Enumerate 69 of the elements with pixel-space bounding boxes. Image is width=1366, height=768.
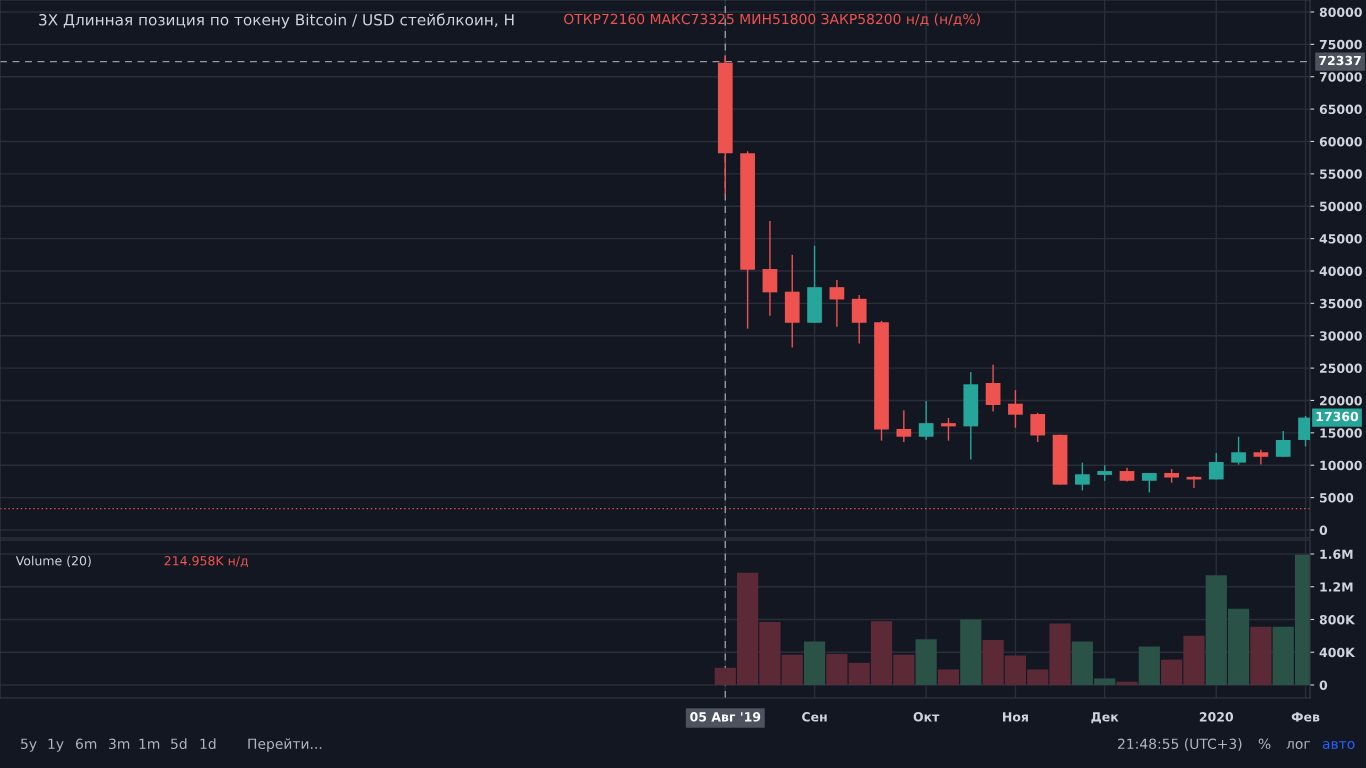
candlestick — [896, 409, 912, 443]
y-tick-label: 10000 — [1320, 460, 1362, 471]
bar — [1250, 626, 1272, 685]
candlestick — [1253, 448, 1269, 466]
y-tick-label: 400K — [1319, 647, 1356, 658]
text: 5y — [21, 738, 37, 752]
x-tick-label: 05 Авг '19 — [690, 712, 761, 722]
text: 3X Длинная позиция по токену Bitcoin / USD стейблкоин, H — [39, 13, 514, 29]
candlestick — [1208, 452, 1224, 481]
candlestick — [1075, 461, 1090, 492]
candlestick — [918, 400, 934, 441]
text: лог — [1286, 741, 1310, 750]
ref-line-label: 72337 — [1319, 55, 1361, 66]
text: 3m — [109, 738, 130, 750]
candlestick — [851, 294, 867, 345]
y-tick-label: 40000 — [1319, 266, 1362, 276]
y-tick-label: 45000 — [1319, 234, 1362, 244]
y-tick-label: 75000 — [1319, 39, 1362, 50]
y-tick-label: 60000 — [1319, 136, 1362, 147]
y-tick-label: 15000 — [1320, 428, 1362, 438]
text: 1m — [139, 738, 160, 749]
y-tick-label: 25000 — [1320, 363, 1362, 374]
text: 1d — [200, 738, 216, 750]
y-tick-label: 50000 — [1319, 201, 1362, 212]
y-tick-label: 0 — [1319, 680, 1328, 690]
y-tick-label: 35000 — [1319, 298, 1362, 309]
y-tick-label: 5000 — [1319, 493, 1354, 503]
y-tick-label: 1.2M — [1320, 582, 1353, 592]
candlestick — [1030, 412, 1046, 443]
y-tick-label: 80000 — [1319, 7, 1362, 17]
x-tick-label: Дек — [1091, 712, 1119, 724]
bar — [803, 641, 826, 685]
bar — [1138, 646, 1160, 685]
y-tick-label: 30000 — [1319, 331, 1362, 341]
text: % — [1258, 738, 1271, 750]
text: 21:48:55 (UTC+3) — [1118, 738, 1242, 751]
x-tick-label: Окт — [913, 712, 940, 722]
candlestick — [1231, 436, 1246, 466]
text: Перейти... — [248, 738, 322, 752]
y-tick-label: 20000 — [1320, 395, 1362, 406]
bar — [937, 669, 960, 685]
text: 5d — [171, 738, 187, 750]
x-tick-label: 2020 — [1199, 712, 1234, 722]
annotation: ОТКР72160 МАКС73325 МИН51800 ЗАКР58200 н/д (н/д%) — [564, 13, 980, 26]
text: Volume (20) — [15, 555, 91, 567]
y-tick-label: 1.6M — [1320, 549, 1353, 559]
bar — [960, 619, 982, 685]
x-tick-label: Ноя — [1003, 712, 1028, 722]
y-tick-label: 70000 — [1319, 72, 1362, 82]
bar — [1116, 681, 1138, 685]
candlestick — [1275, 430, 1291, 458]
text: авто — [1322, 741, 1355, 750]
text: 6m — [75, 738, 97, 750]
y-tick-label: 55000 — [1319, 169, 1362, 179]
candlestick — [762, 220, 778, 317]
y-tick-label: 0 — [1319, 525, 1328, 535]
bar — [915, 639, 937, 685]
y-tick-label: 800K — [1319, 614, 1356, 625]
text: 214.958K н/д — [164, 556, 248, 568]
x-tick-label: Сен — [802, 712, 827, 722]
candlestick — [985, 364, 1001, 413]
candlestick — [829, 279, 845, 328]
candlestick — [941, 417, 956, 442]
candlestick — [1008, 389, 1023, 429]
x-tick-label: Фев — [1291, 712, 1320, 722]
text: 1y — [48, 738, 64, 752]
y-tick-label: 65000 — [1319, 104, 1362, 115]
bar — [826, 653, 848, 685]
annotation: 17360 — [1316, 411, 1359, 422]
